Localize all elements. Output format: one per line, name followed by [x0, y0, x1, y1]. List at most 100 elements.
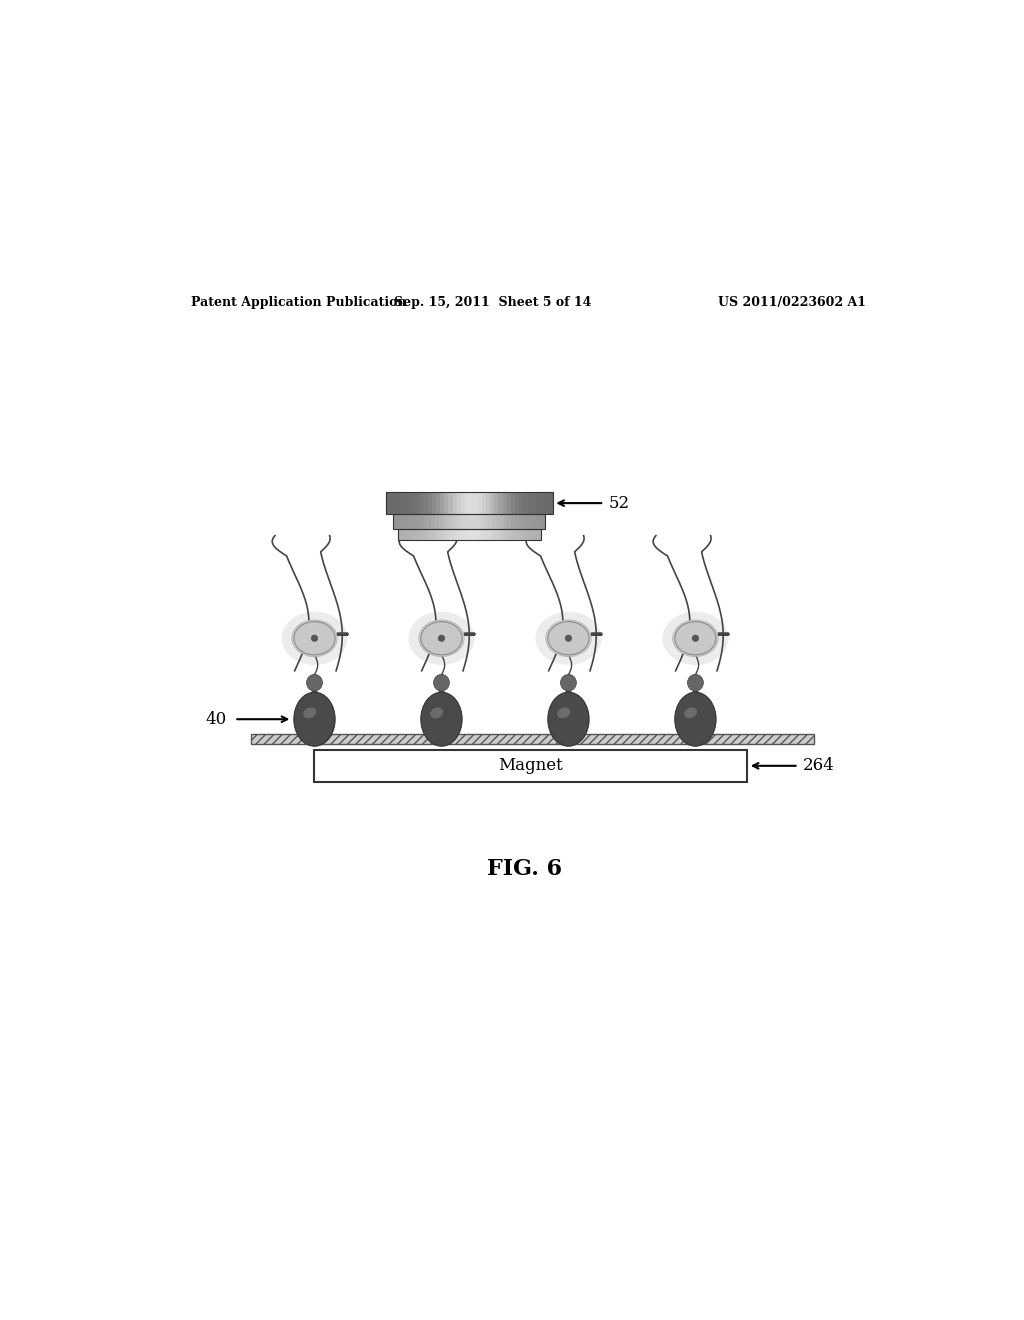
- Bar: [476, 528, 480, 540]
- Bar: [504, 515, 508, 528]
- Bar: [490, 492, 495, 515]
- Ellipse shape: [557, 708, 570, 718]
- Bar: [509, 528, 512, 540]
- Bar: [488, 515, 493, 528]
- Bar: [486, 492, 490, 515]
- Bar: [397, 528, 401, 540]
- Bar: [444, 492, 449, 515]
- Bar: [412, 528, 416, 540]
- Bar: [466, 515, 470, 528]
- Ellipse shape: [294, 622, 335, 655]
- Bar: [432, 492, 436, 515]
- Ellipse shape: [311, 635, 318, 642]
- Bar: [466, 528, 470, 540]
- Bar: [437, 528, 441, 540]
- Bar: [505, 528, 509, 540]
- Bar: [495, 492, 499, 515]
- Bar: [440, 492, 444, 515]
- Bar: [493, 515, 497, 528]
- Text: Patent Application Publication: Patent Application Publication: [191, 296, 407, 309]
- Bar: [431, 515, 435, 528]
- Bar: [499, 492, 503, 515]
- Bar: [397, 528, 541, 540]
- Bar: [511, 515, 515, 528]
- Ellipse shape: [303, 708, 316, 718]
- Bar: [536, 492, 541, 515]
- Bar: [469, 528, 473, 540]
- Bar: [538, 515, 542, 528]
- Bar: [402, 492, 408, 515]
- Ellipse shape: [548, 622, 589, 655]
- Bar: [423, 528, 427, 540]
- Bar: [519, 515, 523, 528]
- Bar: [462, 528, 466, 540]
- Bar: [427, 515, 431, 528]
- Bar: [519, 528, 523, 540]
- Bar: [503, 492, 507, 515]
- Bar: [480, 515, 485, 528]
- Bar: [526, 515, 530, 528]
- Bar: [455, 528, 459, 540]
- Bar: [419, 492, 424, 515]
- Bar: [515, 492, 519, 515]
- Ellipse shape: [421, 692, 462, 746]
- Bar: [477, 492, 482, 515]
- Ellipse shape: [675, 692, 716, 746]
- Bar: [484, 515, 488, 528]
- Bar: [527, 492, 532, 515]
- Ellipse shape: [306, 675, 323, 692]
- Bar: [498, 528, 502, 540]
- Bar: [452, 528, 456, 540]
- Ellipse shape: [294, 692, 335, 746]
- Text: FIG. 6: FIG. 6: [487, 858, 562, 880]
- Ellipse shape: [546, 620, 591, 656]
- Bar: [496, 515, 500, 528]
- Bar: [426, 528, 430, 540]
- Bar: [251, 734, 814, 743]
- Bar: [502, 528, 506, 540]
- Bar: [449, 492, 453, 515]
- Bar: [487, 528, 492, 540]
- Bar: [442, 515, 446, 528]
- Bar: [446, 515, 451, 528]
- Bar: [526, 528, 530, 540]
- Ellipse shape: [692, 635, 699, 642]
- Bar: [465, 492, 470, 515]
- Bar: [477, 515, 481, 528]
- Bar: [480, 528, 484, 540]
- Bar: [457, 492, 461, 515]
- Bar: [530, 515, 535, 528]
- Bar: [469, 492, 474, 515]
- Ellipse shape: [548, 692, 589, 746]
- Ellipse shape: [560, 675, 577, 692]
- Ellipse shape: [565, 635, 572, 642]
- Bar: [416, 515, 420, 528]
- Ellipse shape: [433, 675, 450, 692]
- Bar: [534, 515, 539, 528]
- Bar: [438, 515, 443, 528]
- Bar: [430, 528, 434, 540]
- Bar: [314, 750, 748, 781]
- Bar: [469, 515, 473, 528]
- Bar: [411, 492, 416, 515]
- Bar: [549, 492, 553, 515]
- Bar: [404, 528, 409, 540]
- Bar: [473, 515, 477, 528]
- Bar: [419, 528, 423, 540]
- Bar: [393, 515, 397, 528]
- Bar: [542, 515, 546, 528]
- Bar: [440, 528, 444, 540]
- Bar: [461, 492, 466, 515]
- Bar: [407, 492, 412, 515]
- Bar: [473, 528, 477, 540]
- Bar: [507, 515, 512, 528]
- Bar: [544, 492, 549, 515]
- Bar: [495, 528, 499, 540]
- Bar: [412, 515, 417, 528]
- Bar: [401, 528, 406, 540]
- Ellipse shape: [673, 620, 718, 656]
- Bar: [453, 492, 457, 515]
- Bar: [386, 492, 553, 515]
- Ellipse shape: [663, 611, 728, 665]
- Bar: [483, 528, 487, 540]
